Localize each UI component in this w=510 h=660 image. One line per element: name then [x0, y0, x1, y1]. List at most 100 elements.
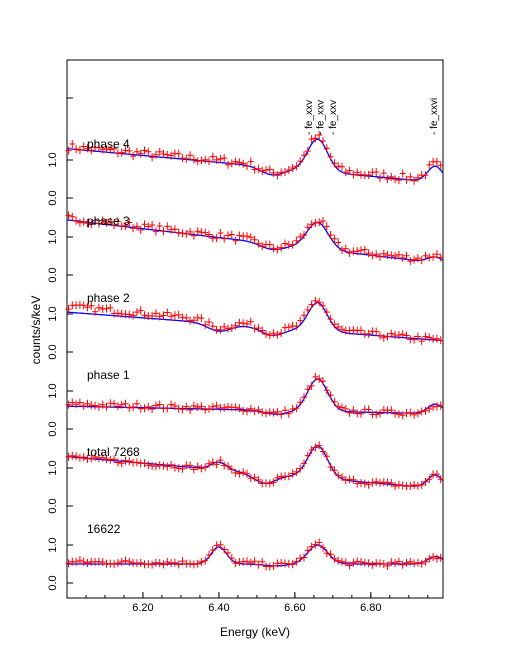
data-point [76, 398, 83, 407]
data-point [206, 230, 212, 239]
data-point [80, 557, 87, 566]
data-point [285, 472, 292, 481]
data-point [213, 155, 220, 164]
data-point [403, 175, 410, 184]
y-tick-label: 1.0 [47, 537, 59, 552]
data-point [274, 245, 281, 254]
data-point [187, 227, 194, 236]
data-point [247, 404, 254, 413]
data-point [183, 229, 190, 238]
data-point [114, 402, 121, 411]
panel-label: phase 4 [87, 137, 130, 151]
data-point [399, 481, 406, 490]
data-point [430, 553, 437, 561]
data-point [407, 481, 414, 490]
data-point [263, 330, 269, 339]
data-point [403, 331, 410, 340]
data-point [244, 469, 250, 478]
y-tick-label: 1.0 [47, 229, 59, 244]
data-point [179, 229, 186, 238]
data-point [263, 409, 269, 418]
data-point [160, 150, 167, 158]
data-point [175, 560, 182, 569]
data-point [149, 221, 156, 229]
data-point [103, 304, 110, 313]
data-point [114, 217, 121, 226]
data-point [297, 554, 304, 563]
data-point [418, 481, 425, 489]
data-point [384, 332, 391, 341]
data-point [289, 164, 296, 172]
data-point [407, 557, 414, 566]
data-point [278, 243, 285, 252]
data-point [244, 557, 250, 566]
data-point [149, 560, 156, 569]
data-point [183, 313, 190, 322]
data-point [240, 159, 247, 168]
data-point [156, 559, 163, 568]
data-point [365, 405, 372, 414]
data-point [285, 323, 292, 332]
data-point [65, 305, 72, 314]
data-point [149, 311, 156, 320]
data-point [126, 310, 133, 319]
data-point [217, 229, 224, 237]
data-point [194, 462, 201, 471]
data-point [152, 227, 159, 236]
data-point [236, 231, 243, 240]
data-point [414, 409, 421, 418]
data-point [339, 403, 345, 412]
data-point [255, 560, 262, 569]
data-point [114, 149, 121, 158]
data-point [407, 257, 414, 266]
data-point [198, 156, 205, 165]
data-point [126, 146, 133, 155]
data-point [164, 404, 171, 413]
data-point [95, 303, 102, 312]
data-point [187, 406, 194, 414]
data-point [84, 454, 91, 463]
data-point [232, 236, 239, 245]
data-point [342, 168, 349, 177]
data-point [221, 403, 228, 412]
data-point [331, 466, 338, 475]
data-point [69, 451, 76, 460]
data-point [388, 558, 395, 567]
data-point [99, 453, 106, 462]
data-point [236, 469, 243, 478]
data-point [244, 232, 250, 241]
data-point [259, 166, 266, 175]
data-point [65, 452, 72, 461]
data-point [339, 557, 345, 566]
data-point [407, 408, 414, 417]
data-point [179, 405, 186, 414]
data-point [164, 558, 171, 566]
data-point [361, 245, 368, 254]
data-point [388, 406, 395, 415]
data-point [194, 403, 201, 412]
data-point [198, 402, 205, 411]
data-point [274, 171, 281, 180]
y-tick-label: 1.0 [47, 460, 59, 475]
data-point [285, 559, 292, 568]
data-point [270, 561, 277, 570]
y-tick-label: 0.0 [47, 267, 59, 282]
data-point [221, 545, 228, 554]
data-point [411, 481, 418, 489]
data-point [255, 239, 262, 248]
data-point [304, 546, 311, 555]
data-point [126, 557, 133, 566]
panel-label: phase 1 [87, 368, 130, 382]
data-point [183, 402, 190, 411]
data-point [350, 475, 357, 484]
data-point [187, 461, 194, 470]
data-point [168, 460, 175, 469]
data-point [304, 451, 311, 460]
data-point [103, 402, 110, 411]
data-point [107, 303, 114, 312]
data-point [312, 443, 319, 452]
data-point [221, 234, 228, 243]
data-point [217, 325, 224, 334]
data-point [88, 454, 95, 463]
data-point [164, 462, 171, 471]
